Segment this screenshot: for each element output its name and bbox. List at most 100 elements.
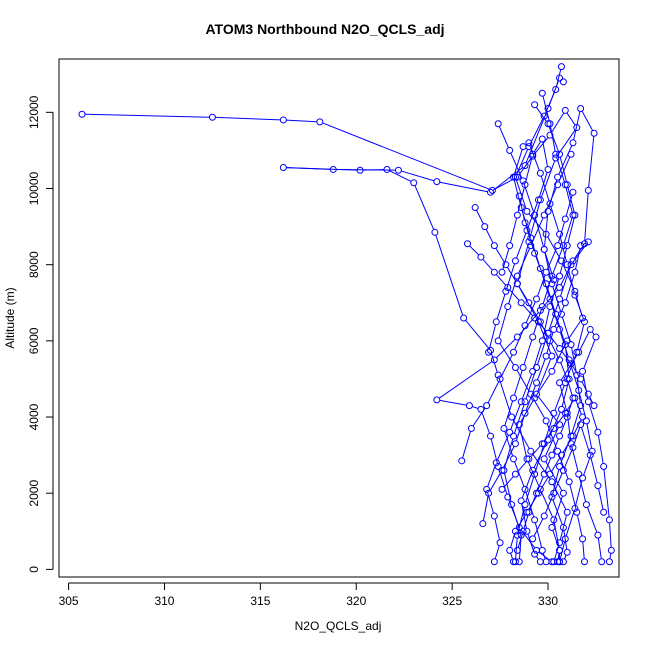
series-line-segment — [529, 118, 544, 145]
data-point — [561, 215, 569, 223]
data-point — [579, 314, 587, 322]
series-line-segment — [548, 126, 559, 152]
data-point — [546, 120, 554, 128]
data-point — [559, 489, 567, 497]
x-tick-label: 330 — [538, 594, 558, 608]
series-line-segment — [578, 393, 587, 419]
data-point — [565, 356, 573, 364]
data-point — [490, 512, 498, 520]
data-point — [531, 101, 539, 109]
series-line-segment — [476, 209, 484, 225]
series-line-segment — [504, 400, 514, 426]
data-point — [467, 424, 475, 432]
data-point — [506, 242, 514, 250]
y-tick-label: 10000 — [27, 171, 41, 205]
data-point — [563, 548, 571, 556]
data-point — [557, 257, 565, 265]
series-line-segment — [576, 515, 583, 537]
series-line-segment — [537, 335, 548, 365]
series-line-segment — [503, 476, 514, 488]
data-point — [579, 474, 587, 482]
series-line-segment — [525, 370, 537, 400]
data-point — [542, 268, 550, 276]
data-point — [533, 295, 541, 303]
data-point — [565, 375, 573, 383]
data-point — [540, 470, 548, 478]
series-line-segment — [482, 258, 493, 271]
series-line-segment — [527, 202, 538, 228]
data-point — [548, 478, 556, 486]
data-point — [492, 459, 500, 467]
data-point — [556, 272, 564, 280]
series-line-segment — [401, 170, 435, 182]
data-point — [540, 455, 548, 463]
data-point — [584, 186, 592, 194]
data-point — [561, 181, 569, 189]
data-point — [554, 181, 562, 189]
data-point — [571, 211, 579, 219]
data-point — [487, 188, 495, 196]
data-point — [548, 493, 556, 501]
data-point — [536, 169, 544, 177]
series-group — [500, 89, 577, 566]
data-point — [513, 272, 521, 280]
series-line-segment — [575, 480, 583, 506]
data-point — [504, 493, 512, 501]
data-point — [502, 287, 510, 295]
series-line-segment — [534, 137, 549, 155]
data-point — [559, 466, 567, 474]
data-point — [519, 364, 527, 372]
data-point — [519, 527, 527, 535]
series-line-segment — [560, 267, 571, 297]
series-line-segment — [510, 152, 523, 179]
series-line-segment — [533, 343, 542, 369]
series-line-segment — [609, 553, 612, 559]
series-line-segment — [544, 252, 552, 281]
data-point — [517, 204, 525, 212]
data-point — [510, 558, 518, 566]
series-line-segment — [435, 234, 464, 316]
data-point — [544, 165, 552, 173]
series-line-segment — [336, 168, 396, 171]
data-point — [548, 451, 556, 459]
series-line-segment — [84, 113, 210, 118]
series-line-segment — [554, 472, 563, 491]
data-point — [542, 417, 550, 425]
series-group — [471, 204, 577, 554]
series-line-segment — [542, 141, 548, 167]
x-tick-label: 315 — [250, 594, 270, 608]
series-line-segment — [548, 179, 558, 209]
series-line-segment — [538, 172, 548, 198]
series-line-segment — [537, 358, 546, 381]
series-line-segment — [564, 450, 573, 468]
data-point — [580, 558, 588, 566]
series-line-segment — [501, 354, 513, 377]
x-axis-label: N2O_QCLS_adj — [295, 619, 382, 633]
series-line-segment — [561, 381, 569, 407]
series-line-segment — [548, 301, 560, 331]
data-point — [592, 333, 600, 341]
series-line-segment — [514, 461, 525, 487]
data-point — [479, 520, 487, 528]
series-line-segment — [550, 126, 556, 152]
series-line-segment — [550, 206, 560, 232]
series-line-segment — [533, 141, 542, 152]
series-line-segment — [553, 522, 560, 548]
series-line-segment — [487, 465, 496, 487]
data-point — [525, 139, 533, 147]
series-line-segment — [514, 328, 525, 350]
data-point — [510, 348, 518, 356]
data-point — [550, 489, 558, 497]
data-point — [494, 337, 502, 345]
data-point — [410, 179, 418, 187]
series-line-segment — [563, 217, 573, 243]
data-point — [527, 447, 535, 455]
data-point — [579, 413, 587, 421]
data-point — [542, 352, 550, 360]
series-line-segment — [544, 415, 554, 441]
series-line-segment — [516, 369, 530, 392]
series-line-segment — [439, 181, 488, 193]
data-point — [584, 238, 592, 246]
